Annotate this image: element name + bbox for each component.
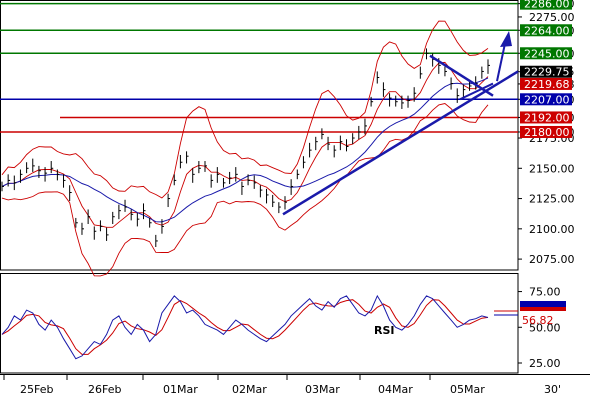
level-tag-label: 2245.00 [524, 47, 570, 60]
level-tag-bg [520, 24, 572, 37]
support-trendline [282, 70, 519, 216]
level-tag-label: 2180.00 [524, 126, 570, 139]
price-tick-label: 2125.00 [529, 193, 575, 206]
rsi-label: RSI [374, 324, 395, 337]
level-tag-bg [520, 93, 572, 106]
level-tag-bg [520, 111, 572, 124]
price-tick-label: 2275.00 [529, 11, 575, 24]
resistance-trendline [429, 54, 494, 97]
ma-tag-label: 2219.68 [524, 78, 570, 91]
x-tick-label: 03Mar [305, 383, 340, 396]
last-price-tag-bg [520, 65, 572, 78]
last-price-tag-label: 2229.75 [524, 66, 570, 79]
level-tag-label: 2264.00 [524, 24, 570, 37]
price-tick-label: 2150.00 [529, 162, 575, 175]
x-tick-label: 04Mar [378, 383, 413, 396]
price-tick-label: 2100.00 [529, 223, 575, 236]
level-tag-bg [520, 125, 572, 138]
rsi-tick-label: 25.00 [529, 357, 561, 370]
wedge-lower-line [459, 82, 494, 101]
rsi-tag-top [520, 301, 566, 307]
price-panel-frame [0, 0, 519, 271]
x-tick-label: 01Mar [163, 383, 198, 396]
level-tag-bg [520, 47, 572, 60]
x-tick-label: 05Mar [450, 383, 485, 396]
upper-band-line [1, 20, 489, 199]
x-tick-label: 30' [544, 383, 561, 396]
breakout-arrow-head [500, 31, 512, 47]
rsi-line [1, 294, 489, 360]
level-tag-label: 2207.00 [524, 93, 570, 106]
rsi-tick-label: 75.00 [529, 286, 561, 299]
x-tick-label: 02Mar [232, 383, 267, 396]
long-ma-line [1, 77, 489, 223]
rsi-last-value-label: 56.82 [522, 314, 554, 327]
x-tick-label: 26Feb [88, 383, 121, 396]
short-ma-line [1, 61, 489, 228]
level-tag-label: 2192.00 [524, 111, 570, 124]
level-tag-bg [520, 0, 572, 10]
level-tag-label: 2286.00 [524, 0, 570, 11]
price-tick-label: 2075.00 [529, 253, 575, 266]
rsi-tick-label: 50.00 [529, 321, 561, 334]
ma-tag-bg [520, 77, 572, 90]
rsi-tag-mid [520, 307, 566, 311]
x-tick-label: 25Feb [20, 383, 53, 396]
rsi-panel-frame [0, 273, 519, 374]
